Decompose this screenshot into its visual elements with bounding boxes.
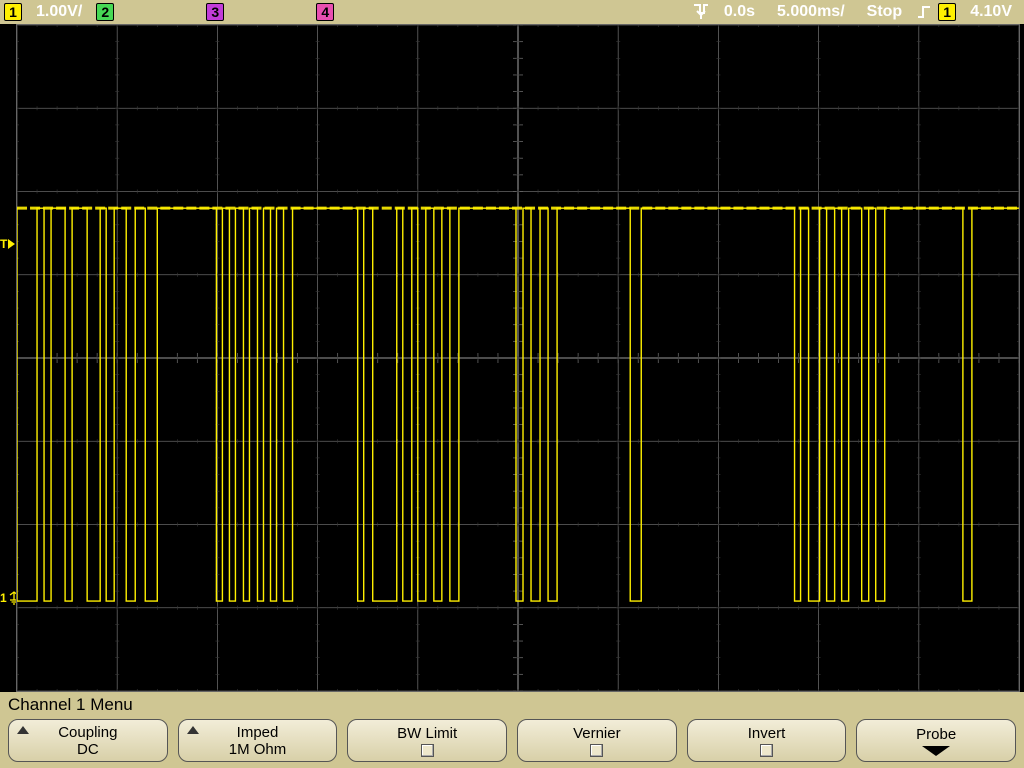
channel-1-badge: 1 <box>4 3 22 21</box>
trigger-level-marker: T <box>0 237 15 251</box>
softkey-probe[interactable]: Probe <box>856 719 1016 762</box>
channel-3-badge: 3 <box>206 3 224 21</box>
softkey-label: Coupling <box>58 724 117 741</box>
checkbox-icon <box>590 744 603 757</box>
softkey-label: BW Limit <box>397 725 457 742</box>
softkey-label: Invert <box>748 725 786 742</box>
caret-up-icon <box>187 726 199 734</box>
time-offset: 0.0s <box>716 3 763 21</box>
softkey-imped[interactable]: Imped1M Ohm <box>178 719 338 762</box>
trigger-source-badge: 1 <box>938 3 956 21</box>
menu-title-bar: Channel 1 Menu <box>0 692 1024 716</box>
ch1-volts-per-div: 1.00V/ <box>28 3 90 21</box>
waveform-area: T 1 <box>0 24 1024 692</box>
trigger-level: 4.10V <box>962 3 1020 21</box>
checkbox-icon <box>421 744 434 757</box>
channel-4-badge: 4 <box>316 3 334 21</box>
status-bar: 1 1.00V/ 2 3 4 0.0s 5.000ms/ Stop 1 4.10… <box>0 0 1024 24</box>
run-state: Stop <box>859 3 911 21</box>
menu-title: Channel 1 Menu <box>8 695 133 715</box>
softkey-value: 1M Ohm <box>229 741 287 758</box>
arrow-down-icon <box>922 746 950 756</box>
softkey-label: Vernier <box>573 725 621 742</box>
softkey-label: Imped <box>237 724 279 741</box>
trigger-slope-rising-icon <box>916 3 932 21</box>
softkey-coupling[interactable]: CouplingDC <box>8 719 168 762</box>
softkey-value: DC <box>77 741 99 758</box>
caret-up-icon <box>17 726 29 734</box>
time-per-div: 5.000ms/ <box>769 3 853 21</box>
time-reference-icon <box>692 3 710 21</box>
softkey-label: Probe <box>916 726 956 743</box>
scope-screen <box>16 24 1020 692</box>
channel-2-badge: 2 <box>96 3 114 21</box>
checkbox-icon <box>760 744 773 757</box>
softkey-bwlimit[interactable]: BW Limit <box>347 719 507 762</box>
softkey-invert[interactable]: Invert <box>687 719 847 762</box>
softkey-vernier[interactable]: Vernier <box>517 719 677 762</box>
softkey-row: CouplingDCImped1M OhmBW LimitVernierInve… <box>0 716 1024 768</box>
